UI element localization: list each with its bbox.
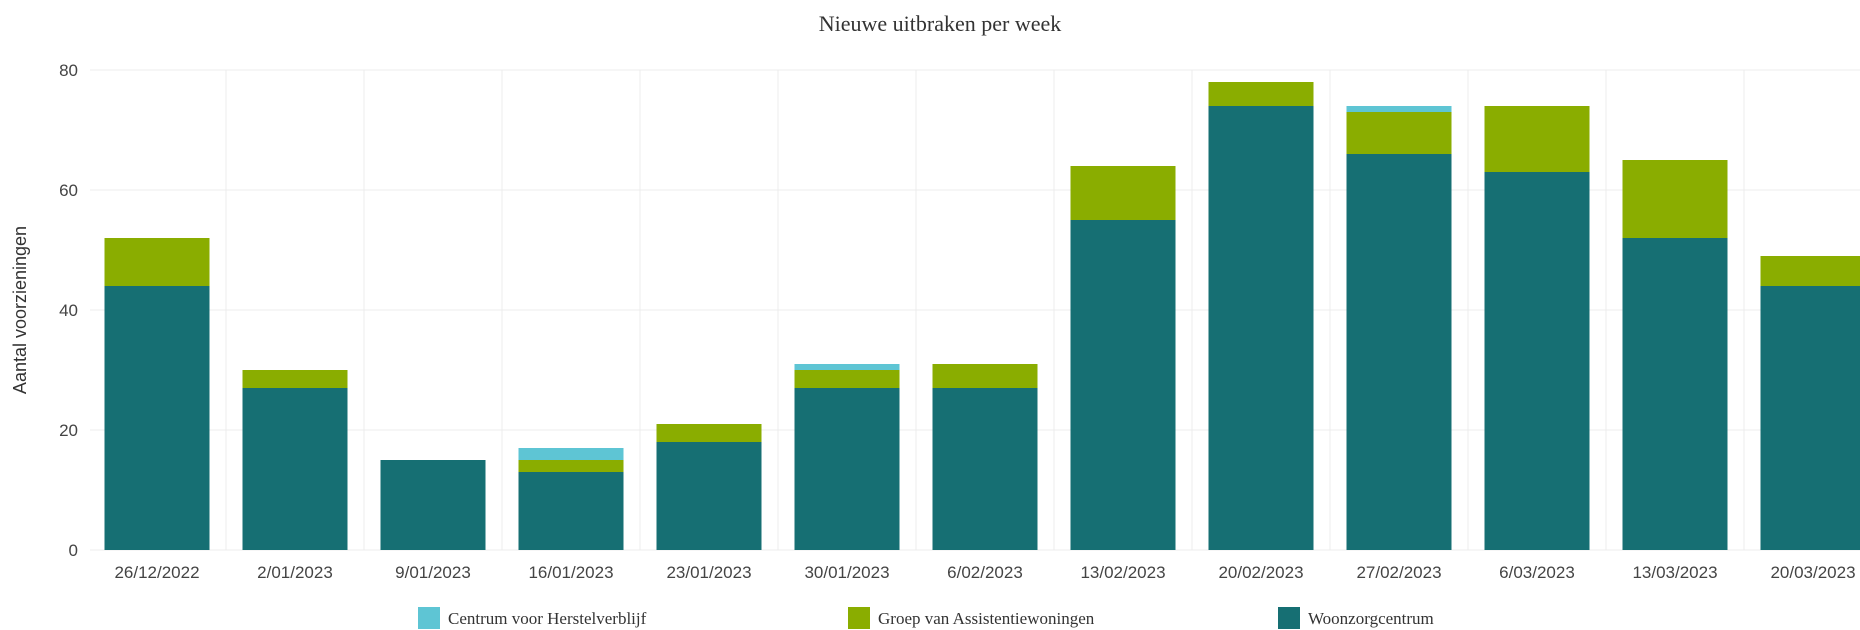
x-tick-label: 20/03/2023 (1770, 563, 1855, 582)
bar-centrum-voor-herstelverblijf[interactable] (518, 448, 624, 460)
bar-groep-van-assistentiewoningen[interactable] (1760, 256, 1860, 286)
bar-woonzorgcentrum[interactable] (1346, 154, 1452, 550)
x-tick-label: 9/01/2023 (395, 563, 471, 582)
bar-woonzorgcentrum[interactable] (1070, 220, 1176, 550)
bar-groep-van-assistentiewoningen[interactable] (1346, 112, 1452, 154)
bar-groep-van-assistentiewoningen[interactable] (932, 364, 1038, 388)
bar-woonzorgcentrum[interactable] (518, 472, 624, 550)
y-axis-ticks: 0 20 40 60 80 (59, 61, 78, 560)
legend-label: Woonzorgcentrum (1308, 609, 1434, 628)
y-tick-label: 80 (59, 61, 78, 80)
bar-woonzorgcentrum[interactable] (794, 388, 900, 550)
x-tick-label: 16/01/2023 (528, 563, 613, 582)
bar-groep-van-assistentiewoningen[interactable] (1484, 106, 1590, 172)
bar-woonzorgcentrum[interactable] (380, 460, 486, 550)
legend-swatch (848, 607, 870, 629)
bar-woonzorgcentrum[interactable] (1622, 238, 1728, 550)
bar-groep-van-assistentiewoningen[interactable] (1070, 166, 1176, 220)
bar-centrum-voor-herstelverblijf[interactable] (794, 364, 900, 370)
bar-groep-van-assistentiewoningen[interactable] (1208, 82, 1314, 106)
bar-groep-van-assistentiewoningen[interactable] (1622, 160, 1728, 238)
x-tick-label: 30/01/2023 (804, 563, 889, 582)
y-tick-label: 20 (59, 421, 78, 440)
y-axis-label: Aantal voorzieningen (10, 226, 30, 394)
bar-woonzorgcentrum[interactable] (1484, 172, 1590, 550)
legend-swatch (418, 607, 440, 629)
bar-woonzorgcentrum[interactable] (1208, 106, 1314, 550)
bar-groep-van-assistentiewoningen[interactable] (242, 370, 348, 388)
x-tick-label: 23/01/2023 (666, 563, 751, 582)
x-tick-label: 13/02/2023 (1080, 563, 1165, 582)
y-tick-label: 0 (69, 541, 78, 560)
x-tick-label: 6/03/2023 (1499, 563, 1575, 582)
legend-item[interactable]: Centrum voor Herstelverblijf (418, 607, 647, 629)
x-tick-label: 27/02/2023 (1356, 563, 1441, 582)
x-tick-label: 20/02/2023 (1218, 563, 1303, 582)
chart-title: Nieuwe uitbraken per week (819, 11, 1062, 36)
bars (104, 82, 1860, 550)
bar-groep-van-assistentiewoningen[interactable] (104, 238, 210, 286)
x-tick-label: 6/02/2023 (947, 563, 1023, 582)
bar-woonzorgcentrum[interactable] (1760, 286, 1860, 550)
y-tick-label: 60 (59, 181, 78, 200)
legend-swatch (1278, 607, 1300, 629)
bar-woonzorgcentrum[interactable] (104, 286, 210, 550)
bar-groep-van-assistentiewoningen[interactable] (518, 460, 624, 472)
bar-centrum-voor-herstelverblijf[interactable] (1346, 106, 1452, 112)
bar-woonzorgcentrum[interactable] (242, 388, 348, 550)
y-tick-label: 40 (59, 301, 78, 320)
legend: Centrum voor Herstelverblijf Groep van As… (418, 607, 1434, 629)
x-tick-label: 26/12/2022 (114, 563, 199, 582)
x-tick-label: 13/03/2023 (1632, 563, 1717, 582)
legend-label: Groep van Assistentiewoningen (878, 609, 1095, 628)
x-tick-label: 2/01/2023 (257, 563, 333, 582)
legend-label: Centrum voor Herstelverblijf (448, 609, 647, 628)
legend-item[interactable]: Groep van Assistentiewoningen (848, 607, 1095, 629)
bar-woonzorgcentrum[interactable] (656, 442, 762, 550)
bar-woonzorgcentrum[interactable] (932, 388, 1038, 550)
legend-item[interactable]: Woonzorgcentrum (1278, 607, 1434, 629)
bar-groep-van-assistentiewoningen[interactable] (656, 424, 762, 442)
bar-groep-van-assistentiewoningen[interactable] (794, 370, 900, 388)
gridlines (90, 69, 1860, 551)
x-axis-ticks: 26/12/2022 2/01/2023 9/01/2023 16/01/2023 23… (114, 563, 1855, 582)
